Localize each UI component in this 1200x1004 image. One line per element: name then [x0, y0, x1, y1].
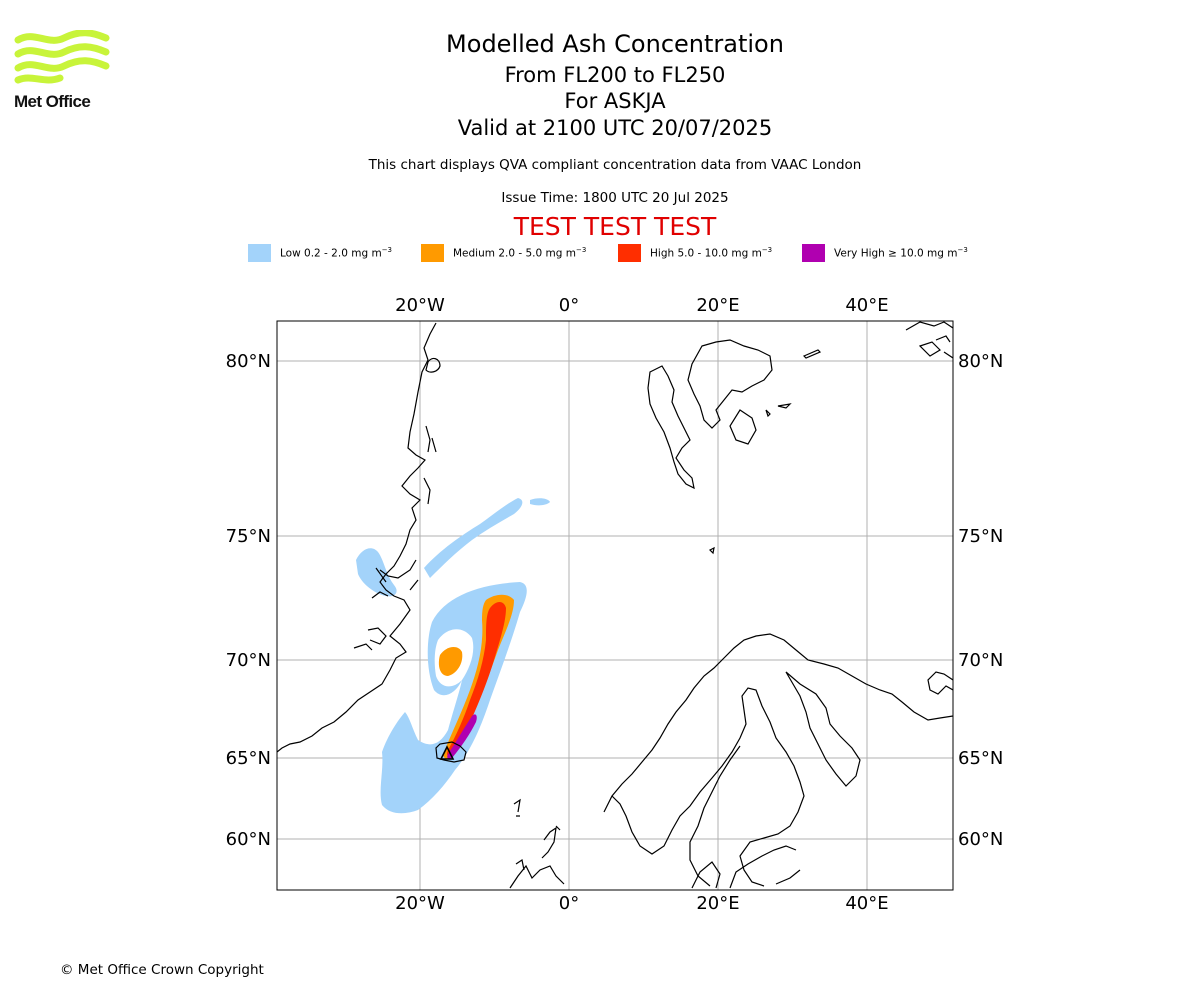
- ash-medium-swirl-blob: [438, 646, 463, 676]
- chart-description: This chart displays QVA compliant concen…: [368, 157, 862, 173]
- legend-label-very-high: Very High ≥ 10.0 mg m−3: [834, 246, 968, 260]
- ash-very-high-region: [447, 714, 477, 759]
- issue-time: Issue Time: 1800 UTC 20 Jul 2025: [501, 190, 729, 206]
- left-label-70n: 70°N: [226, 650, 271, 671]
- bottom-label-0: 0°: [559, 893, 579, 914]
- left-label-80n: 80°N: [226, 351, 271, 372]
- coastline-iceland: [435, 741, 467, 763]
- coastline-greenland-islet: [425, 357, 441, 373]
- map-plot-area: [277, 321, 953, 890]
- coastline-greenland: [277, 322, 437, 753]
- coastline-svalbard-west: [647, 365, 695, 490]
- coastline-svalbard-islands: [708, 349, 822, 555]
- coastline-denmark: [691, 861, 721, 889]
- legend-item-high: High 5.0 - 10.0 mg m−3: [618, 244, 772, 262]
- coastline-shetland: [513, 798, 561, 859]
- legend-label-medium: Medium 2.0 - 5.0 mg m−3: [453, 246, 587, 260]
- top-label-20w: 20°W: [395, 295, 445, 316]
- coastline-baltic: [611, 687, 805, 887]
- ash-high-plume: [446, 602, 506, 757]
- volcano-triangle-icon: [439, 745, 455, 760]
- coastline-greenland-fjords: [353, 425, 437, 651]
- legend-label-high: High 5.0 - 10.0 mg m−3: [650, 246, 773, 260]
- legend-swatch-low: [248, 244, 271, 262]
- legend-swatch-high: [618, 244, 641, 262]
- copyright-notice: © Met Office Crown Copyright: [60, 962, 264, 978]
- valid-time: Valid at 2100 UTC 20/07/2025: [457, 116, 773, 140]
- volcano-name: For ASKJA: [564, 89, 666, 113]
- bottom-longitude-labels: 20°W 0° 20°E 40°E: [395, 893, 888, 914]
- ash-high-region: [446, 602, 506, 757]
- bottom-label-40e: 40°E: [845, 893, 888, 914]
- right-label-65n: 65°N: [958, 748, 1003, 769]
- bottom-label-20e: 20°E: [696, 893, 739, 914]
- right-latitude-labels: 80°N 75°N 70°N 65°N 60°N: [958, 351, 1003, 850]
- coastline-franz-josef: [905, 321, 953, 359]
- coastline-scandinavia: [603, 633, 953, 813]
- left-label-75n: 75°N: [226, 526, 271, 547]
- met-office-logo: Met Office: [14, 29, 110, 114]
- coastline-scotland: [509, 859, 565, 889]
- right-label-60n: 60°N: [958, 829, 1003, 850]
- map-frame: [276, 320, 954, 891]
- legend-swatch-medium: [421, 244, 444, 262]
- top-label-20e: 20°E: [696, 295, 739, 316]
- top-label-40e: 40°E: [845, 295, 888, 316]
- left-label-60n: 60°N: [226, 829, 271, 850]
- ash-low-north-speck: [530, 498, 550, 506]
- coastline-sweden-south: [729, 845, 801, 889]
- right-label-70n: 70°N: [958, 650, 1003, 671]
- test-banner: TEST TEST TEST: [513, 212, 717, 241]
- legend-item-low: Low 0.2 - 2.0 mg m−3: [248, 244, 392, 262]
- coastline-sweden-east: [689, 745, 741, 887]
- bottom-label-20w: 20°W: [395, 893, 445, 914]
- ash-very-high-plume: [447, 714, 477, 759]
- legend-item-medium: Medium 2.0 - 5.0 mg m−3: [421, 244, 586, 262]
- chart-title: Modelled Ash Concentration: [446, 30, 784, 58]
- legend-item-very-high: Very High ≥ 10.0 mg m−3: [802, 244, 968, 262]
- top-longitude-labels: 20°W 0° 20°E 40°E: [395, 295, 888, 316]
- left-label-65n: 65°N: [226, 748, 271, 769]
- legend-label-low: Low 0.2 - 2.0 mg m−3: [280, 246, 393, 260]
- met-office-waves-icon: [14, 29, 110, 84]
- logo-text: Met Office: [14, 92, 91, 111]
- legend-swatch-very-high: [802, 244, 825, 262]
- flight-level-range: From FL200 to FL250: [504, 63, 726, 87]
- coastlines: [277, 321, 953, 889]
- coastline-finland: [785, 671, 861, 787]
- gridlines: [277, 321, 953, 890]
- right-label-75n: 75°N: [958, 526, 1003, 547]
- top-label-0: 0°: [559, 295, 579, 316]
- right-label-80n: 80°N: [958, 351, 1003, 372]
- left-latitude-labels: 80°N 75°N 70°N 65°N 60°N: [226, 351, 271, 850]
- coastline-svalbard-east: [687, 339, 773, 429]
- ash-low-north-band: [424, 498, 523, 578]
- ash-low-northwest-patch: [356, 548, 397, 597]
